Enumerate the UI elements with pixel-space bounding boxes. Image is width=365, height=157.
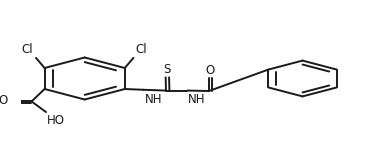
Text: O: O (0, 95, 8, 108)
Text: HO: HO (47, 114, 65, 127)
Text: NH: NH (145, 93, 162, 106)
Text: Cl: Cl (22, 43, 33, 56)
Text: S: S (164, 63, 171, 76)
Text: O: O (205, 64, 215, 77)
Text: NH: NH (188, 93, 206, 106)
Text: Cl: Cl (135, 43, 147, 56)
